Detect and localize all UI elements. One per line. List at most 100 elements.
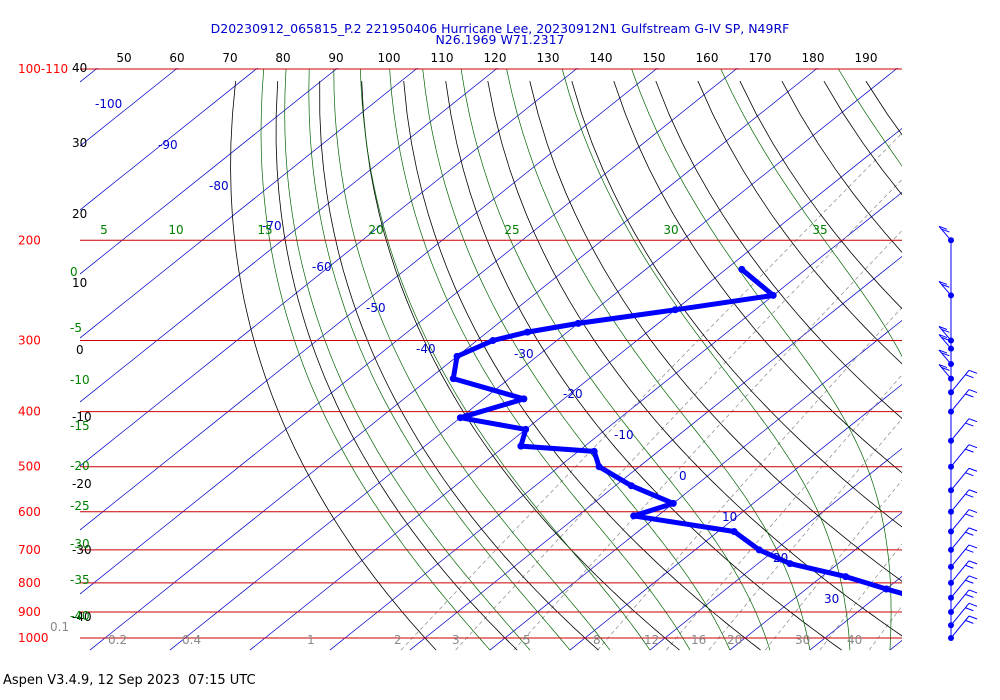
dewpoint-profile-point (769, 291, 777, 299)
temperature-profile-point (954, 292, 961, 299)
dewpoint-profile-point (934, 609, 941, 616)
wind-barb-feather (965, 493, 974, 498)
isotherm-label: 0 (679, 469, 687, 483)
wind-barb-staff (950, 589, 970, 613)
top-temperature-tick: 80 (275, 51, 290, 65)
dry-adiabat-label: 10 (168, 223, 183, 237)
wind-barb-feather (968, 418, 978, 423)
dry-adiabat-line (403, 81, 761, 651)
isotherm-line (249, 127, 902, 651)
moist-adiabat-line (260, 68, 491, 651)
mixing-ratio-line (765, 479, 902, 651)
wind-barb-feather (938, 225, 948, 230)
dewpoint-profile-point (456, 414, 464, 422)
isotherm-line (80, 68, 259, 211)
mixing-ratio-label: 40 (847, 633, 862, 647)
dry-adiabat-line (992, 81, 1000, 650)
temperature-profile-point (938, 426, 945, 433)
temperature-profile-point (960, 249, 967, 256)
wind-barb-feather (968, 615, 978, 620)
mixing-ratio-line (708, 418, 902, 651)
dry-adiabat-line (361, 81, 680, 651)
dewpoint-profile-point (449, 375, 457, 383)
dry-adiabat-line (613, 80, 902, 474)
wind-barb-feather (938, 364, 948, 369)
isotherm-line (489, 319, 902, 651)
moist-adiabat-label: -30 (70, 537, 90, 551)
dry-adiabat-line (697, 80, 902, 365)
temperature-profile-point (920, 395, 927, 402)
moist-adiabat-line (422, 68, 731, 651)
moist-adiabat-line (284, 68, 531, 651)
wind-barb-feather (938, 334, 948, 339)
wind-barb-feather (965, 607, 974, 612)
isotherm-line (0, 56, 32, 650)
dewpoint-profile-point (520, 395, 528, 403)
height-label: 20 (72, 207, 87, 221)
wind-barb-staff (950, 509, 970, 532)
dewpoint-profile-point (669, 499, 677, 507)
wind-barb-feather (968, 527, 978, 532)
top-temperature-tick: 130 (537, 51, 560, 65)
isotherm-line (569, 383, 902, 651)
dry-adiabat-line (739, 80, 902, 310)
dewpoint-profile-point (919, 627, 926, 634)
dry-adiabat-line (230, 81, 437, 651)
mixing-ratio-label: 0.4 (182, 633, 201, 647)
dry-adiabat-line (781, 80, 902, 253)
pressure-label: 300 (18, 333, 41, 347)
wind-barb-feather (968, 467, 978, 472)
temperature-profile (924, 240, 1000, 638)
isotherm-line (169, 68, 899, 651)
isotherm-line (649, 447, 902, 651)
dewpoint-profile-point (630, 512, 638, 520)
wind-barb-feather (965, 619, 974, 624)
wind-barb-staff (950, 575, 970, 599)
wind-barb-feather (968, 444, 978, 449)
temperature-profile-point (974, 563, 981, 570)
moist-adiabat-label: -25 (70, 499, 90, 513)
isotherm-line (889, 639, 902, 651)
wind-barb-staff (950, 615, 970, 639)
mixing-ratio-label: 8 (593, 633, 601, 647)
height-label: 30 (72, 136, 87, 150)
pressure-label: 100-110 (18, 62, 68, 76)
mixing-ratio-label: 2 (394, 633, 402, 647)
moist-adiabat-label: -15 (70, 419, 90, 433)
wind-barb-feather (965, 531, 974, 536)
mixing-ratio-line (513, 230, 902, 651)
dewpoint-profile-point (937, 619, 944, 626)
isotherm-label: -20 (563, 387, 583, 401)
temperature-profile-point (965, 628, 972, 635)
isotherm-line (329, 191, 902, 651)
dewpoint-profile-point (786, 560, 794, 568)
top-temperature-tick: 50 (116, 51, 131, 65)
isotherm-line (80, 68, 659, 531)
wind-barb-feather (965, 472, 974, 477)
wind-barb-feather (965, 593, 974, 598)
isotherm-line (80, 68, 739, 595)
wind-barb-feather (968, 544, 978, 549)
moist-adiabat-line (631, 68, 892, 651)
wind-barb-feather (968, 489, 978, 494)
wind-barbs (938, 225, 978, 641)
isotherm-line (80, 68, 339, 275)
wind-barb-staff (950, 560, 970, 584)
moist-adiabat-label: -5 (70, 321, 82, 335)
dry-adiabat-label: 35 (812, 223, 827, 237)
dry-adiabat-label: 20 (368, 223, 383, 237)
wind-barb-staff (950, 544, 970, 568)
mixing-ratio-line (455, 178, 902, 651)
dewpoint-profile-point (755, 546, 763, 554)
pressure-label: 600 (18, 505, 41, 519)
isotherm-label: 10 (722, 510, 737, 524)
mixing-ratio-label: 5 (523, 633, 531, 647)
dewpoint-profile-point (453, 352, 461, 360)
moist-adiabat-label: -35 (70, 573, 90, 587)
moist-adiabat-line (996, 69, 1000, 650)
wind-barb-staff (950, 467, 970, 491)
top-temperature-tick: 90 (328, 51, 343, 65)
isotherm-line (80, 68, 419, 339)
temperature-profile-point (955, 508, 962, 515)
dry-adiabat-label: 25 (504, 223, 519, 237)
